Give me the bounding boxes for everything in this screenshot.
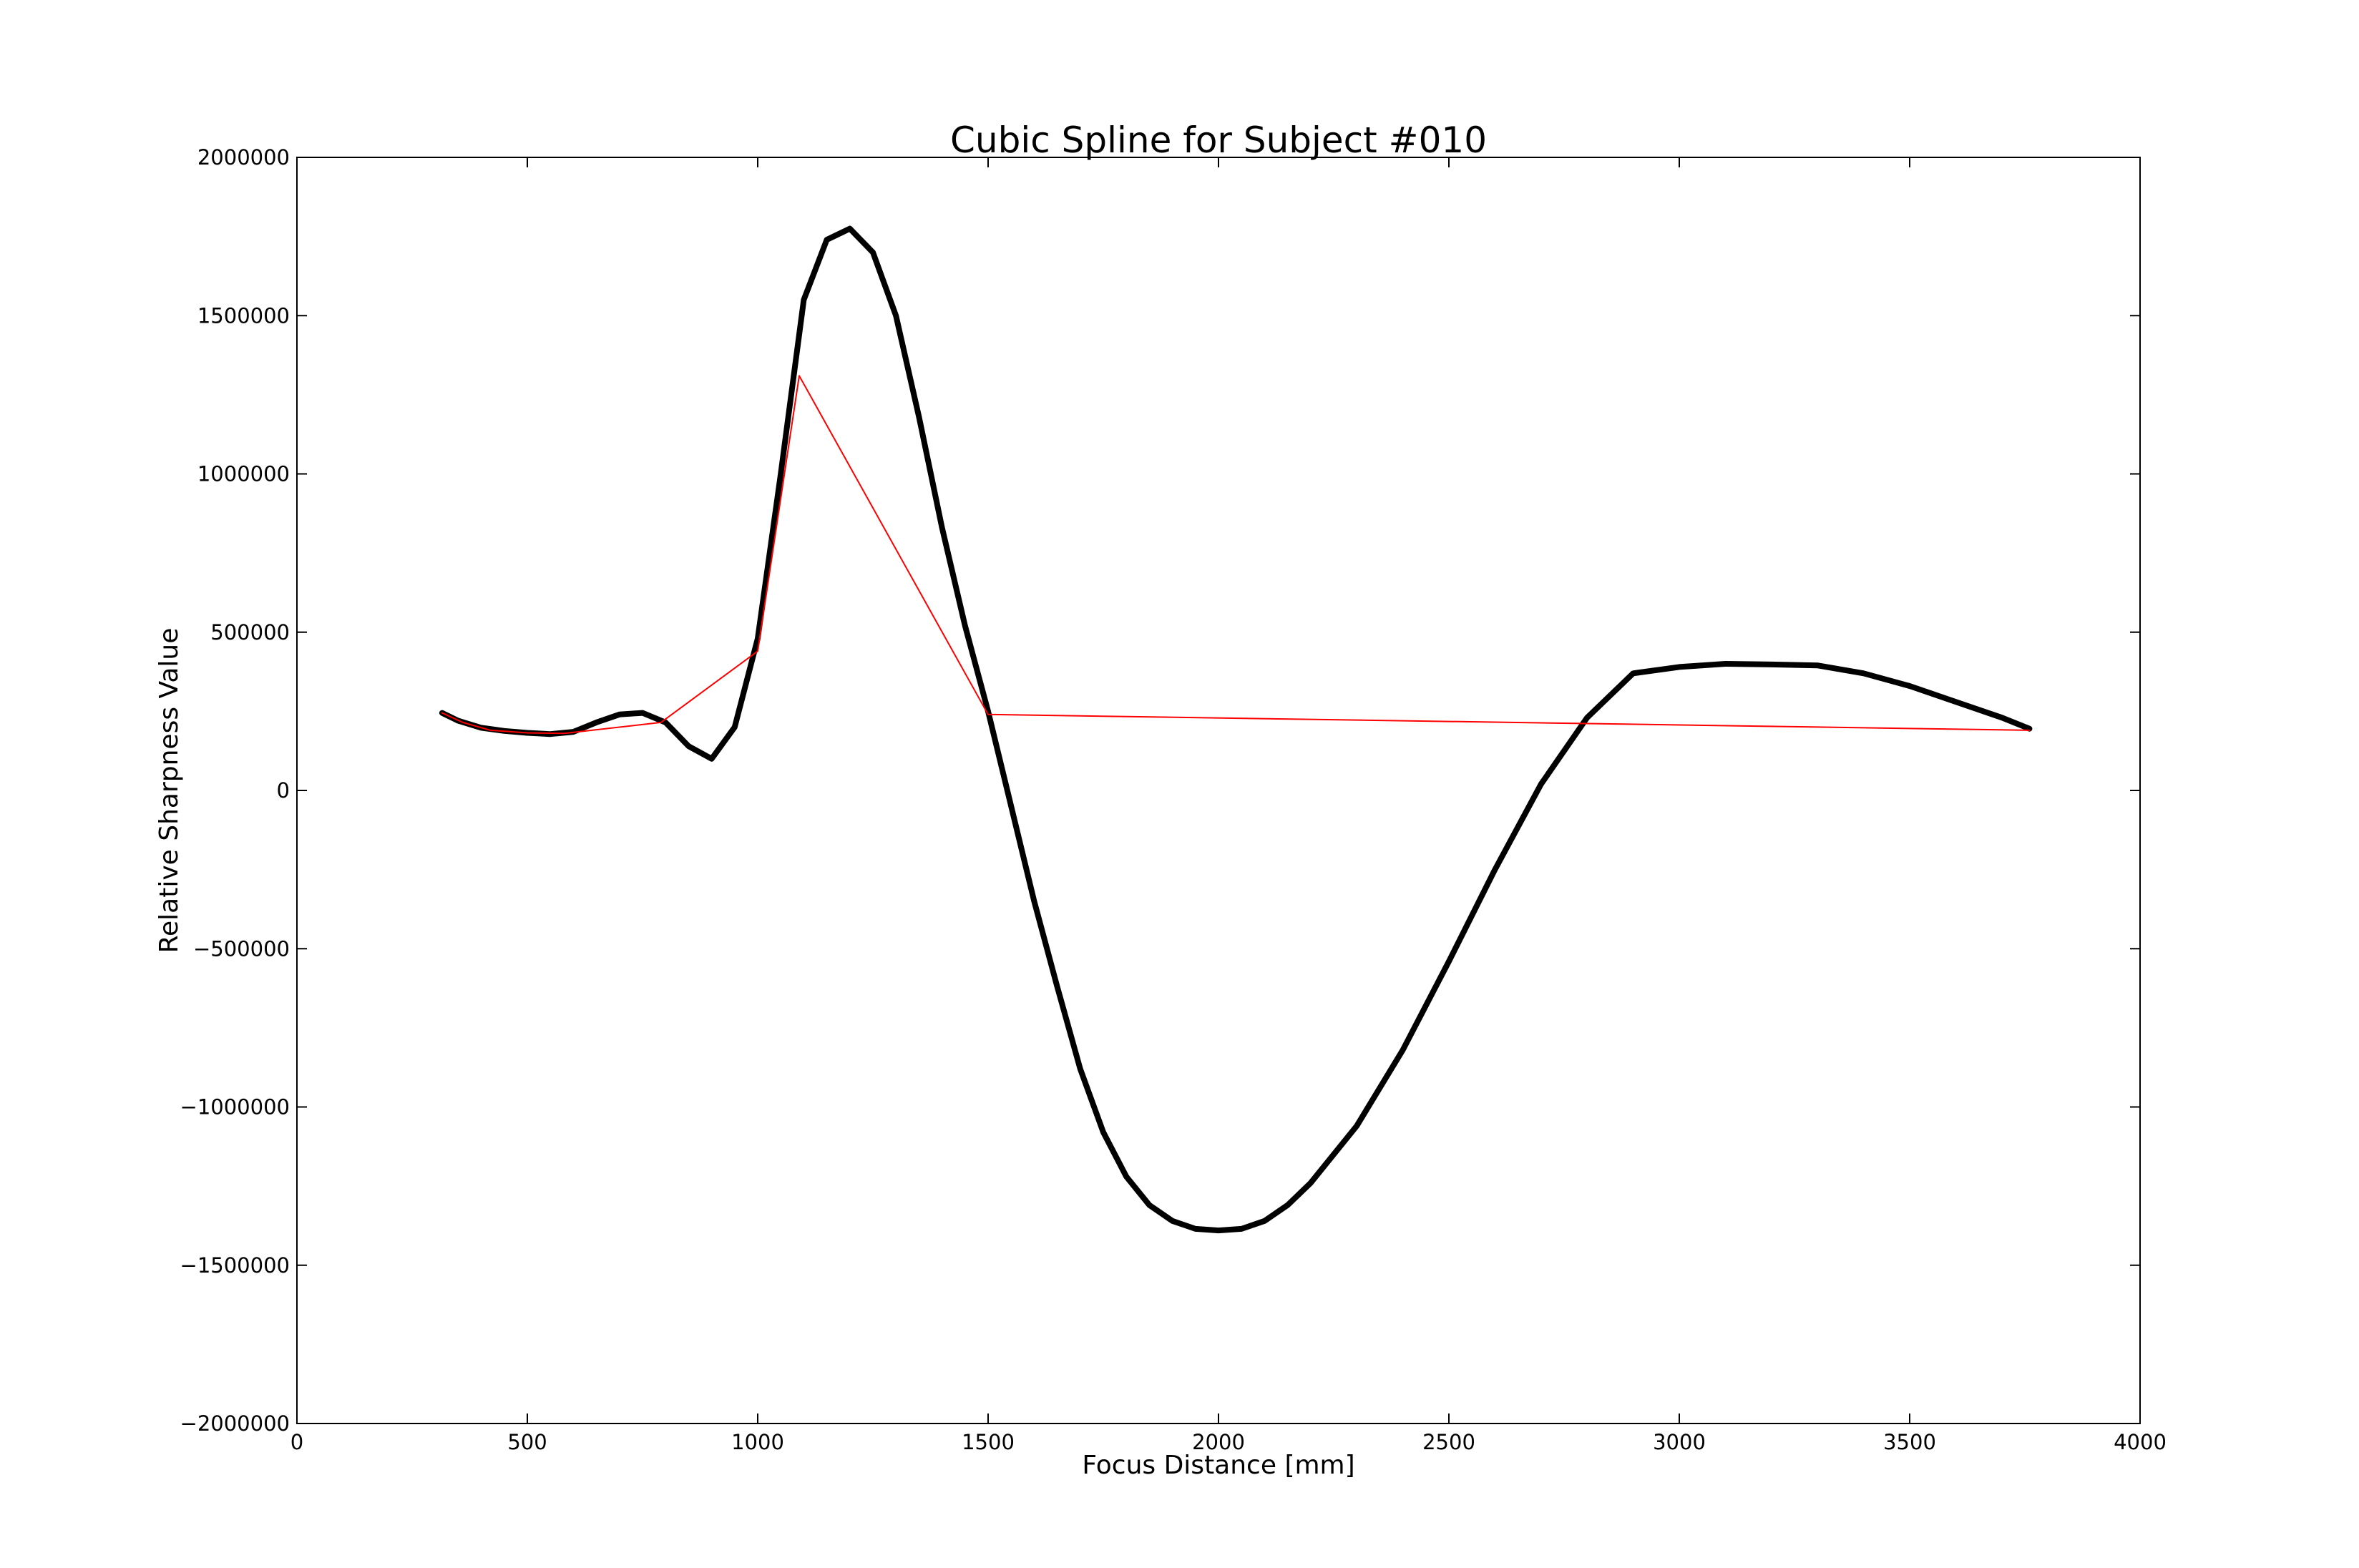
x-axis-label: Focus Distance [mm] [1082, 1451, 1354, 1480]
x-tick-label: 4000 [2114, 1430, 2167, 1454]
y-tick-label: 2000000 [197, 145, 290, 170]
axes-frame [296, 157, 2141, 1424]
y-tick-label: 1000000 [197, 462, 290, 486]
axis-ticks: 0 500 1000 1500 2000 2500 3000 3500 4000 2000000 1… [180, 145, 2167, 1454]
y-tick-label: −1500000 [180, 1253, 290, 1278]
x-tick-label: 3000 [1653, 1430, 1706, 1454]
y-tick-label: −1000000 [180, 1095, 290, 1119]
series-line-1 [439, 225, 2033, 1234]
y-tick-label: 1500000 [197, 303, 290, 328]
chart-title: Cubic Spline for Subject #010 [950, 119, 1487, 161]
x-tick-label: 2500 [1422, 1430, 1475, 1454]
plot-area [439, 225, 2033, 1234]
x-tick-label: 500 [507, 1430, 547, 1454]
y-tick-label: 500000 [210, 620, 290, 645]
x-tick-label: 2000 [1192, 1430, 1245, 1454]
x-tick-label: 0 [290, 1430, 303, 1454]
x-tick-label: 1000 [731, 1430, 784, 1454]
x-tick-label: 3500 [1883, 1430, 1936, 1454]
x-tick-label: 1500 [962, 1430, 1015, 1454]
y-tick-label: −2000000 [180, 1411, 290, 1436]
y-tick-label: −500000 [193, 936, 290, 961]
series-line-0 [441, 375, 2031, 735]
y-axis-label: Relative Sharpness Value [155, 628, 184, 954]
y-tick-label: 0 [277, 778, 290, 803]
